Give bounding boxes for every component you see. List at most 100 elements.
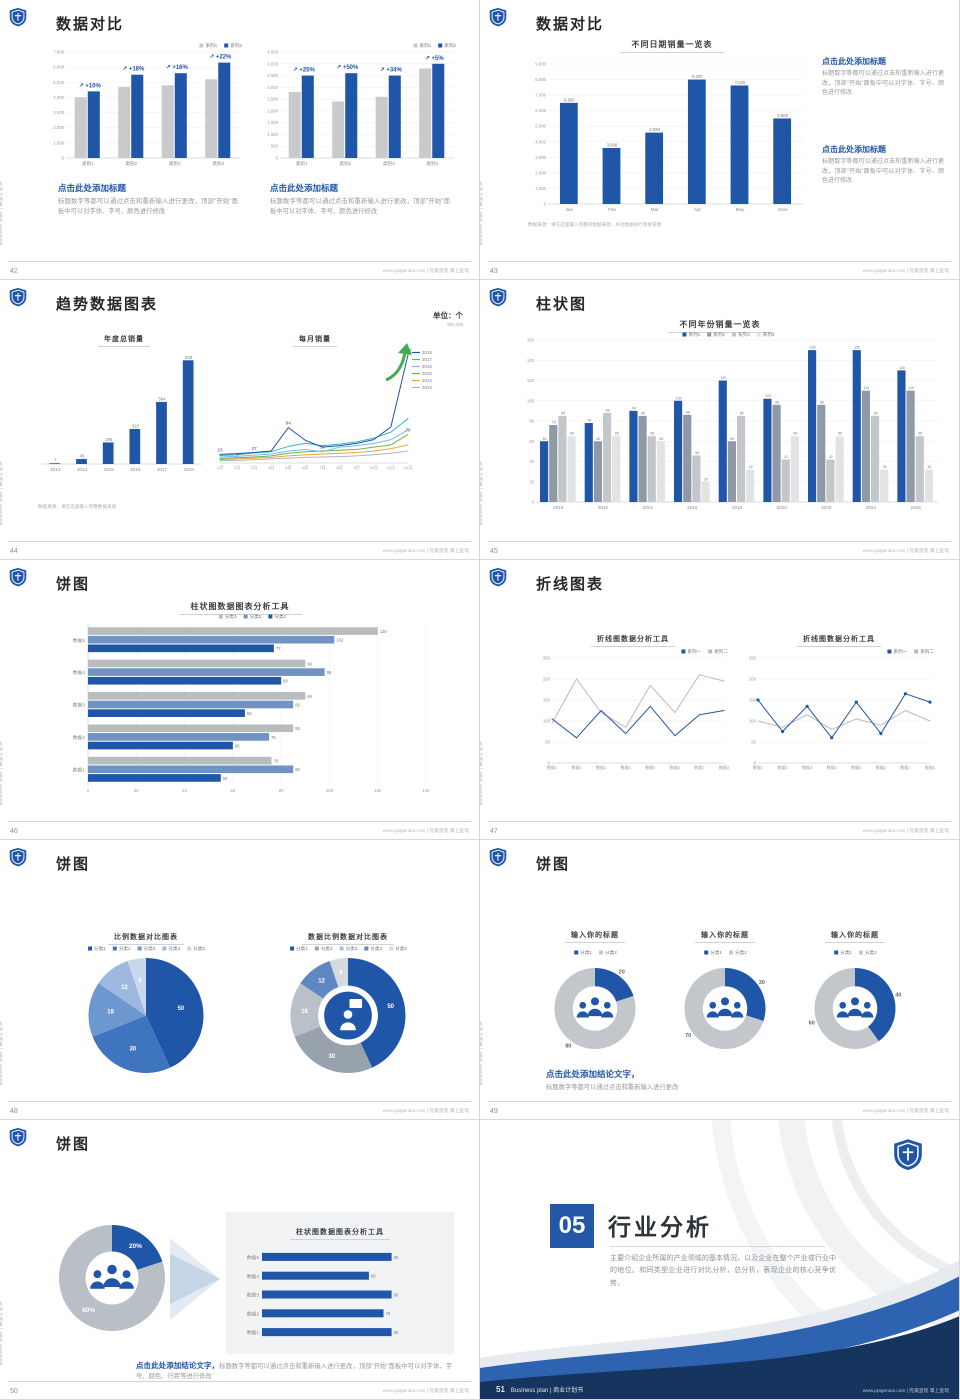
svg-text:10月: 10月 (370, 465, 378, 470)
slide-46[interactable]: Business plan | 商业计划书 饼图 柱状图数据图表分析工具 0 20… (0, 560, 480, 840)
site-footer: www.pptgenius.com | 完美呈现 掌上呈现 (862, 1109, 949, 1114)
panel-title: 柱状图数据图表分析工具 (290, 1227, 390, 1240)
svg-text:85: 85 (295, 726, 300, 731)
donut-chart: 分类1 分类2 40 60 (802, 946, 908, 1058)
svg-text:↗ +10%: ↗ +10% (79, 83, 102, 89)
svg-text:943: 943 (185, 355, 193, 360)
card-title: 输入你的标题 (825, 930, 885, 943)
slide-51[interactable]: 05 行业分析 主要介绍企业所属的产业领域的基本情况，以及企业在整个产业或行业中… (480, 1120, 960, 1400)
svg-text:20: 20 (134, 788, 139, 793)
svg-text:65: 65 (650, 432, 654, 436)
svg-text:2020: 2020 (777, 505, 788, 510)
svg-text:↗ +18%: ↗ +18% (122, 67, 145, 73)
svg-text:2026: 2026 (911, 505, 922, 510)
page-number: 50 (10, 1388, 18, 1395)
svg-text:系列3: 系列3 (738, 331, 750, 338)
slide-47[interactable]: Business plan | 商业计划书 折线图表 折线图数据分析工具 0 50… (480, 560, 960, 840)
svg-text:30: 30 (328, 1054, 335, 1060)
footer-divider (488, 261, 951, 262)
slide-42[interactable]: Business plan | 商业计划书 数据对比 0 1,000 2,000 3,… (0, 0, 480, 280)
brand-logo-icon (893, 1138, 923, 1171)
brand-logo-icon (489, 287, 507, 307)
grouped-bar-chart: 0 20 40 60 80 100 120 140 160 2010 60 76 85 65 2012 78 6… (514, 328, 942, 512)
svg-text:↗ +5%: ↗ +5% (425, 56, 445, 62)
svg-text:40: 40 (529, 459, 534, 464)
slide-49[interactable]: Business plan | 商业计划书 饼图 输入你的标题 分类1 分类2 20… (480, 840, 960, 1120)
slide-48[interactable]: Business plan | 商业计划书 饼图 比例数据对比图表 分类1 分类2… (0, 840, 480, 1120)
svg-text:5月: 5月 (285, 465, 291, 470)
svg-text:分类2: 分类2 (735, 949, 747, 956)
svg-text:85: 85 (641, 411, 645, 415)
chart-svg: 分类1 分类2 30 70 (684, 949, 766, 1049)
svg-text:2,000: 2,000 (267, 108, 278, 113)
svg-text:80: 80 (394, 1292, 399, 1297)
data-source-note: 数据来源：请在这里输入完整数据来源 (38, 504, 117, 509)
svg-text:85: 85 (561, 411, 565, 415)
svg-text:数据1: 数据1 (547, 764, 558, 770)
conclusion-body: 标题数字等都可以通过点击和重新输入进行更改，顶部“开始”面板中可以对字体、字号、… (136, 1363, 453, 1380)
footer-divider (8, 1381, 471, 1382)
svg-text:4,500: 4,500 (267, 50, 278, 55)
svg-text:2,500: 2,500 (267, 97, 278, 102)
svg-text:60: 60 (730, 437, 734, 441)
svg-text:65: 65 (570, 432, 574, 436)
svg-text:数据1: 数据1 (753, 764, 764, 770)
svg-text:3,000: 3,000 (267, 85, 278, 90)
svg-text:100: 100 (326, 788, 334, 793)
slide-44[interactable]: Business plan | 商业计划书 趋势数据图表 单位：个 902,00… (0, 280, 480, 560)
slide-title: 饼图 (56, 1136, 91, 1153)
svg-text:77: 77 (276, 646, 281, 651)
site-footer: www.pptgenius.com | 完美呈现 掌上呈现 (382, 269, 469, 274)
chart-title: 年度总销量 (98, 334, 150, 347)
chart-title: 比例数据对比图表 (108, 932, 184, 945)
svg-text:120: 120 (380, 629, 388, 634)
brand-logo-icon (9, 287, 27, 307)
svg-text:12: 12 (121, 985, 128, 991)
svg-text:20: 20 (704, 477, 708, 481)
chart-svg: 0 1,000 2,000 3,000 4,000 5,000 6,000 7,000 类别1 ↗… (53, 42, 242, 167)
svg-text:数据2: 数据2 (73, 734, 86, 741)
section-title: 行业分析 (608, 1214, 712, 1240)
svg-text:102: 102 (336, 638, 344, 643)
svg-text:0: 0 (62, 156, 65, 161)
svg-text:110: 110 (864, 386, 870, 390)
svg-text:May: May (736, 207, 745, 212)
slide-45[interactable]: Business plan | 商业计划书 柱状图 不同年份销量一览表 0 20 4… (480, 280, 960, 560)
svg-text:2018: 2018 (184, 467, 195, 472)
svg-text:85: 85 (740, 411, 744, 415)
svg-text:分类3: 分类3 (225, 613, 237, 620)
site-footer: www.pptgenius.com | 完美呈现 掌上呈现 (382, 1109, 469, 1114)
chart-title: 数据比例数据对比图表 (302, 932, 394, 945)
svg-text:3,500: 3,500 (267, 73, 278, 78)
chart-svg: 0 1,000 2,000 3,000 4,000 5,000 6,000 7,000 8,00… (535, 62, 804, 212)
svg-text:分类5: 分类5 (395, 945, 407, 952)
svg-text:2022: 2022 (821, 505, 832, 510)
footer-caption: Business plan | 商业计划书 (510, 1388, 584, 1394)
chart-title: 折线图数据分析工具 (797, 634, 881, 647)
site-footer: www.pptgenius.com | 完美呈现 掌上呈现 (862, 1389, 949, 1394)
grouped-bar-chart: 0 1,000 2,000 3,000 4,000 5,000 6,000 7,000 类别1 ↗… (44, 40, 244, 168)
svg-text:150: 150 (749, 698, 757, 703)
slide-side-caption: Business plan | 商业计划书 (0, 1021, 3, 1085)
donut-card: 输入你的标题 分类1 分类2 40 60 (802, 924, 908, 1058)
svg-text:数据3: 数据3 (802, 764, 813, 770)
svg-text:96: 96 (820, 400, 824, 404)
svg-text:318: 318 (132, 424, 140, 429)
block-body: 标题数字等都可以通过点击和重新输入进行更改，顶部“开始”面板中可以对字体、字号、… (822, 71, 944, 97)
svg-text:数据7: 数据7 (694, 764, 705, 770)
site-footer: www.pptgenius.com | 完美呈现 掌上呈现 (382, 829, 469, 834)
slide-side-caption: Business plan | 商业计划书 (480, 461, 483, 525)
slide-50[interactable]: Business plan | 商业计划书 饼图 20% 80% 柱状图数据图表分… (0, 1120, 480, 1400)
svg-text:140: 140 (422, 788, 430, 793)
svg-text:50: 50 (177, 1006, 184, 1012)
conclusion-heading: 点击此处添加结论文字， (546, 1069, 640, 1079)
svg-text:2013: 2013 (422, 385, 432, 390)
chart-title: 不同年份销量一览表 (667, 319, 773, 333)
svg-text:↗ +34%: ↗ +34% (380, 68, 403, 74)
svg-text:94: 94 (286, 421, 292, 426)
site-footer: www.pptgenius.com | 完美呈现 掌上呈现 (862, 829, 949, 834)
svg-text:类别4: 类别4 (212, 160, 224, 167)
svg-text:85: 85 (295, 702, 300, 707)
slide-43[interactable]: Business plan | 商业计划书 数据对比 不同日期销量一览表 0 1,… (480, 0, 960, 280)
